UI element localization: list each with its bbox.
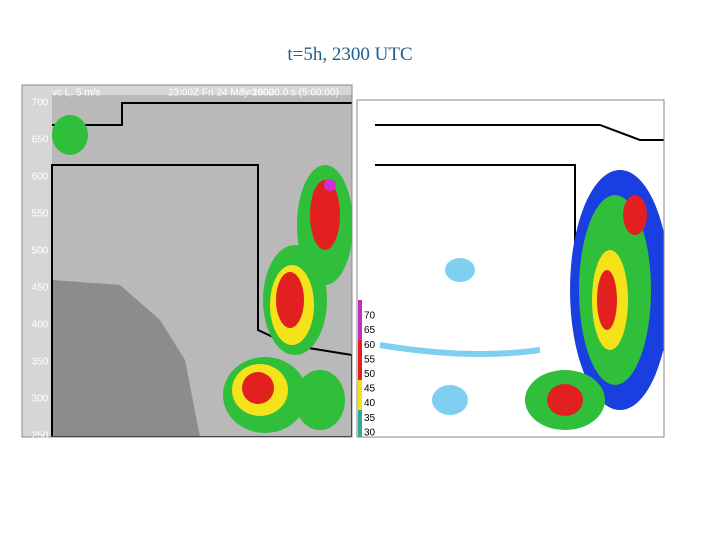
panel-header: 23:00Z Fri 24 May 2002: [168, 88, 275, 99]
legend-label: 70: [364, 311, 376, 322]
model-frame: [21, 84, 353, 438]
panel-header: T=18000.0 s (5:00:00): [240, 88, 339, 99]
legend-label: 60: [364, 340, 376, 351]
legend-label: 65: [364, 325, 376, 336]
y-label: 650: [32, 135, 49, 146]
legend-label: 50: [364, 369, 376, 380]
radar-image: [357, 100, 664, 437]
legend-label: 45: [364, 384, 376, 395]
y-label: 450: [32, 283, 49, 294]
model-image: [22, 85, 352, 437]
y-label: 550: [32, 209, 49, 220]
y-label: 600: [32, 172, 49, 183]
y-label: 400: [32, 320, 49, 331]
y-label: 700: [32, 98, 49, 109]
y-label: 250: [32, 431, 49, 442]
legend-label: 30: [364, 427, 376, 438]
legend-label: 40: [364, 398, 376, 409]
y-label: 300: [32, 394, 49, 405]
slide-title: t=5h, 2300 UTC: [287, 44, 413, 65]
panel-header: vc L, 5 m/s: [52, 88, 100, 99]
radar-frame: [356, 99, 665, 438]
legend-label: 35: [364, 413, 376, 424]
y-label: 500: [32, 246, 49, 257]
legend-label: 55: [364, 354, 376, 365]
y-label: 350: [32, 357, 49, 368]
